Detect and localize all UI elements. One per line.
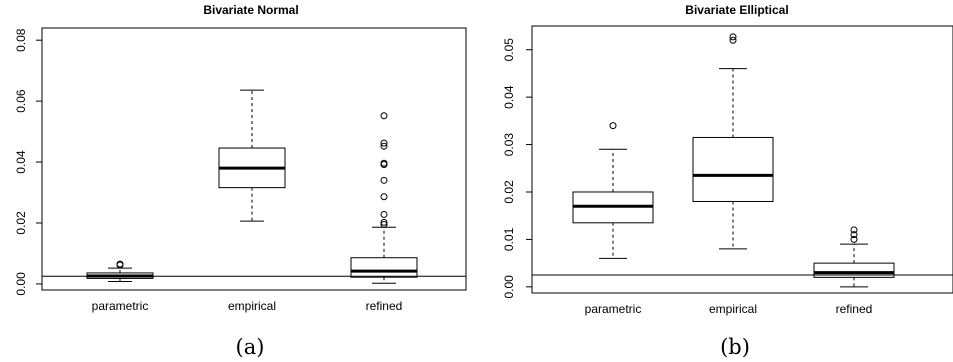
x-category-label: empirical [709, 302, 757, 316]
outlier-point [729, 36, 737, 44]
outlier-point [609, 122, 617, 130]
x-category-label: empirical [228, 299, 276, 313]
x-category-label: refined [836, 302, 873, 316]
boxes-a [86, 89, 418, 284]
outlier-point [380, 176, 388, 184]
box-refined [813, 226, 895, 288]
panel-b: Bivariate Elliptical 0.000.010.020.030.0… [502, 3, 953, 359]
x-category-label: refined [366, 299, 403, 313]
panel-a: Bivariate Normal 0.00 0.02 0.04 0.06 0.08 pa… [14, 3, 467, 359]
box-parametric [572, 122, 654, 259]
y-tick-label: 0.05 [502, 38, 516, 62]
outlier-point [380, 221, 388, 228]
y-axis-b: 0.00 0.01 0.02 0.03 0.04 0.05 [502, 38, 532, 299]
y-tick-label: 0.06 [14, 89, 28, 113]
box-empirical [218, 89, 286, 222]
iqr-box [692, 136, 774, 202]
plot-frame-b [531, 25, 953, 294]
chart-title-a: Bivariate Normal [203, 3, 298, 17]
box-parametric [86, 260, 154, 282]
y-tick-label: 0.08 [14, 28, 28, 52]
x-category-label: parametric [585, 302, 642, 316]
outlier-point [850, 231, 858, 239]
outlier-point [380, 193, 388, 201]
box-empirical [692, 33, 774, 250]
caption-a: (a) [236, 335, 265, 359]
y-axis-a: 0.00 0.02 0.04 0.06 0.08 [14, 28, 42, 296]
y-tick-label: 0.04 [502, 85, 516, 109]
y-tick-label: 0.02 [502, 180, 516, 204]
outlier-point [380, 112, 388, 120]
iqr-box [350, 257, 418, 278]
outlier-point [116, 260, 124, 268]
y-tick-label: 0.00 [502, 275, 516, 299]
boxes-b [572, 33, 895, 288]
x-axis-labels-b: parametric empirical refined [585, 302, 873, 316]
outlier-point [380, 159, 388, 167]
y-tick-label: 0.02 [14, 211, 28, 235]
y-tick-label: 0.01 [502, 227, 516, 251]
y-tick-label: 0.03 [502, 133, 516, 157]
outlier-point [380, 142, 388, 150]
caption-b: (b) [720, 335, 750, 359]
x-axis-labels-a: parametric empirical refined [92, 299, 403, 313]
y-tick-label: 0.00 [14, 272, 28, 296]
outlier-point [850, 235, 858, 243]
outlier-point [380, 139, 388, 147]
chart-title-b: Bivariate Elliptical [685, 3, 788, 17]
outlier-point [729, 33, 737, 41]
x-category-label: parametric [92, 299, 149, 313]
y-tick-label: 0.04 [14, 150, 28, 174]
box-refined [350, 112, 418, 284]
outlier-point [850, 226, 858, 234]
outlier-point [380, 210, 388, 218]
outlier-point [380, 218, 388, 226]
plot-frame-a [41, 27, 467, 291]
